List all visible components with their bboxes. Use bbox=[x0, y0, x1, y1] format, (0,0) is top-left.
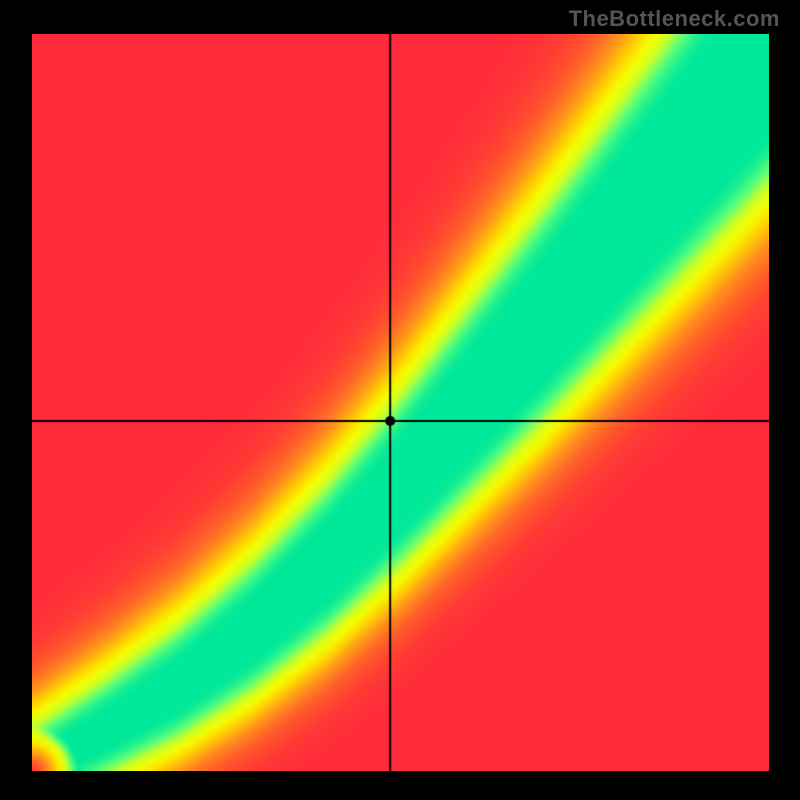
chart-container: TheBottleneck.com bbox=[0, 0, 800, 800]
bottleneck-heatmap bbox=[32, 34, 769, 771]
source-watermark: TheBottleneck.com bbox=[569, 6, 780, 32]
